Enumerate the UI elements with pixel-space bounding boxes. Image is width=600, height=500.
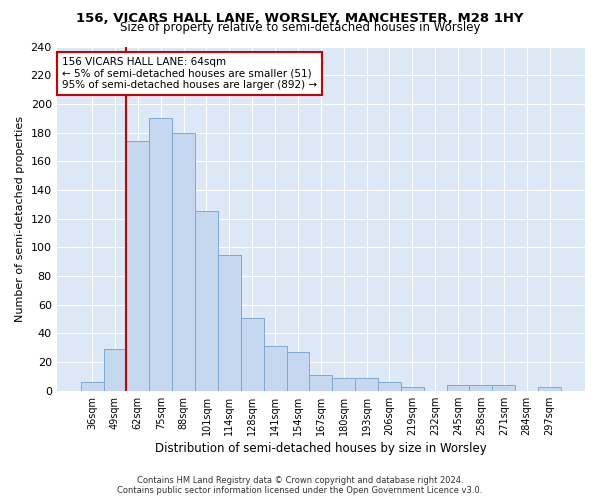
Text: 156 VICARS HALL LANE: 64sqm
← 5% of semi-detached houses are smaller (51)
95% of: 156 VICARS HALL LANE: 64sqm ← 5% of semi… bbox=[62, 57, 317, 90]
Bar bbox=[104, 349, 127, 391]
Bar bbox=[538, 386, 561, 391]
Bar bbox=[469, 385, 493, 391]
Bar bbox=[195, 212, 218, 391]
Bar bbox=[446, 385, 469, 391]
Bar bbox=[263, 346, 287, 391]
Bar bbox=[241, 318, 263, 391]
Bar bbox=[401, 386, 424, 391]
Bar bbox=[355, 378, 378, 391]
Bar bbox=[218, 254, 241, 391]
Bar bbox=[493, 385, 515, 391]
Text: Contains HM Land Registry data © Crown copyright and database right 2024.
Contai: Contains HM Land Registry data © Crown c… bbox=[118, 476, 482, 495]
Bar bbox=[172, 132, 195, 391]
Bar bbox=[310, 375, 332, 391]
Text: Size of property relative to semi-detached houses in Worsley: Size of property relative to semi-detach… bbox=[120, 22, 480, 35]
Bar bbox=[149, 118, 172, 391]
Bar bbox=[127, 141, 149, 391]
Bar bbox=[378, 382, 401, 391]
Bar bbox=[80, 382, 104, 391]
X-axis label: Distribution of semi-detached houses by size in Worsley: Distribution of semi-detached houses by … bbox=[155, 442, 487, 455]
Bar bbox=[332, 378, 355, 391]
Bar bbox=[287, 352, 310, 391]
Y-axis label: Number of semi-detached properties: Number of semi-detached properties bbox=[15, 116, 25, 322]
Text: 156, VICARS HALL LANE, WORSLEY, MANCHESTER, M28 1HY: 156, VICARS HALL LANE, WORSLEY, MANCHEST… bbox=[76, 12, 524, 24]
